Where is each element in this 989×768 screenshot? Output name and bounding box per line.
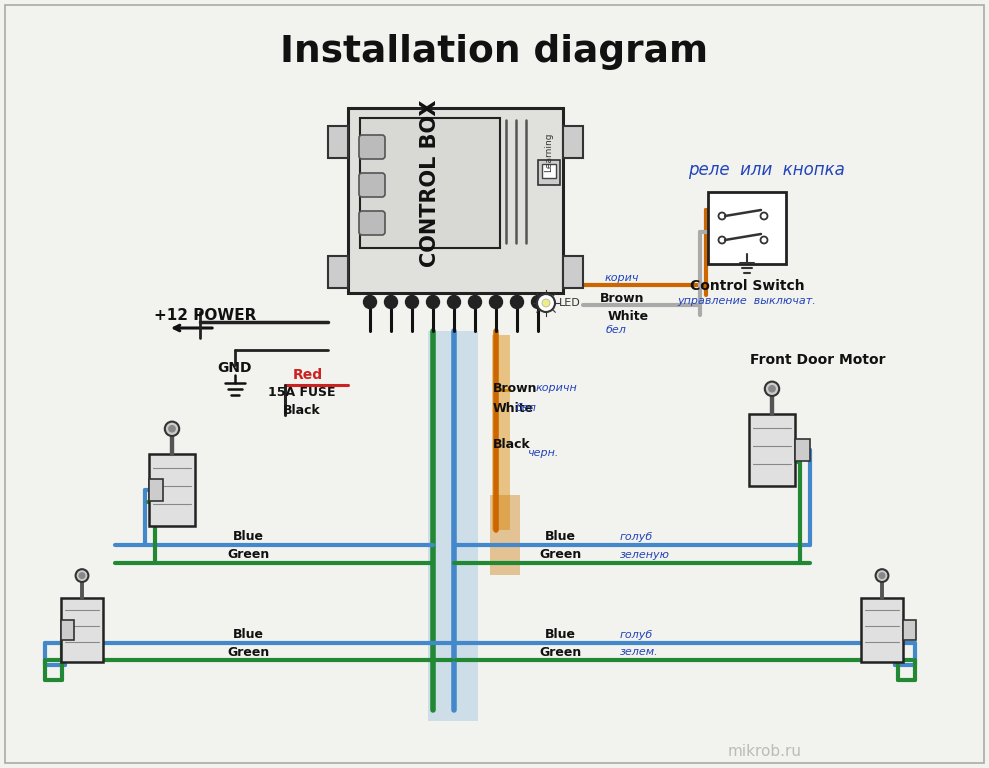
FancyBboxPatch shape: [428, 331, 478, 721]
FancyBboxPatch shape: [360, 118, 500, 248]
FancyBboxPatch shape: [61, 621, 74, 640]
Text: Black: Black: [283, 403, 320, 416]
FancyBboxPatch shape: [708, 192, 786, 264]
FancyBboxPatch shape: [359, 173, 385, 197]
FancyBboxPatch shape: [542, 164, 556, 178]
Circle shape: [718, 237, 726, 243]
Text: Learning: Learning: [545, 132, 554, 172]
FancyBboxPatch shape: [61, 598, 103, 662]
Circle shape: [718, 213, 726, 220]
FancyBboxPatch shape: [148, 454, 196, 526]
Circle shape: [469, 296, 482, 309]
Text: Brown: Brown: [600, 292, 645, 304]
Text: Blue: Blue: [232, 628, 263, 641]
Text: GND: GND: [218, 361, 252, 375]
FancyBboxPatch shape: [538, 160, 560, 185]
Circle shape: [75, 569, 88, 582]
Circle shape: [510, 296, 523, 309]
FancyBboxPatch shape: [148, 479, 163, 501]
Circle shape: [165, 422, 179, 436]
FancyBboxPatch shape: [5, 5, 984, 763]
FancyBboxPatch shape: [492, 335, 510, 530]
Circle shape: [447, 296, 461, 309]
Text: Green: Green: [226, 548, 269, 561]
Text: бел: бел: [606, 325, 627, 335]
Text: Blue: Blue: [232, 531, 263, 544]
FancyBboxPatch shape: [490, 495, 520, 575]
Text: Green: Green: [226, 645, 269, 658]
Text: Red: Red: [293, 368, 323, 382]
Text: Green: Green: [539, 645, 582, 658]
Circle shape: [79, 573, 85, 578]
FancyBboxPatch shape: [328, 256, 348, 288]
Circle shape: [405, 296, 418, 309]
Circle shape: [542, 299, 550, 307]
Circle shape: [385, 296, 398, 309]
FancyBboxPatch shape: [795, 439, 810, 461]
Circle shape: [764, 382, 779, 396]
FancyBboxPatch shape: [348, 108, 563, 293]
Circle shape: [879, 573, 885, 578]
FancyBboxPatch shape: [749, 414, 795, 486]
Circle shape: [531, 296, 545, 309]
Text: коричн: коричн: [536, 383, 578, 393]
FancyBboxPatch shape: [563, 256, 583, 288]
Text: реле  или  кнопка: реле или кнопка: [688, 161, 845, 179]
Text: CONTROL BOX: CONTROL BOX: [420, 99, 440, 266]
FancyBboxPatch shape: [861, 598, 903, 662]
FancyBboxPatch shape: [328, 126, 348, 158]
Text: +12 POWER: +12 POWER: [154, 307, 256, 323]
Text: зеленую: зеленую: [620, 550, 670, 560]
FancyBboxPatch shape: [359, 135, 385, 159]
Circle shape: [364, 296, 377, 309]
Text: 15A FUSE: 15A FUSE: [268, 386, 335, 399]
Circle shape: [426, 296, 439, 309]
Text: управление  выключат.: управление выключат.: [677, 296, 816, 306]
Text: Black: Black: [493, 439, 531, 452]
Circle shape: [169, 425, 175, 432]
Text: зелем.: зелем.: [620, 647, 659, 657]
FancyBboxPatch shape: [563, 126, 583, 158]
Text: Blue: Blue: [545, 531, 576, 544]
Text: голуб: голуб: [620, 532, 654, 542]
Text: Front Door Motor: Front Door Motor: [750, 353, 885, 367]
Text: mikrob.ru: mikrob.ru: [728, 744, 802, 760]
Circle shape: [761, 237, 767, 243]
Text: White: White: [608, 310, 649, 323]
Text: корич: корич: [605, 273, 640, 283]
Text: бел: бел: [516, 403, 537, 413]
FancyBboxPatch shape: [359, 211, 385, 235]
Circle shape: [761, 213, 767, 220]
Circle shape: [768, 386, 775, 392]
Circle shape: [490, 296, 502, 309]
Text: Blue: Blue: [545, 628, 576, 641]
Text: Brown: Brown: [493, 382, 537, 395]
FancyBboxPatch shape: [903, 621, 916, 640]
Circle shape: [537, 294, 555, 312]
Text: LED: LED: [559, 298, 581, 308]
Circle shape: [875, 569, 888, 582]
Text: White: White: [493, 402, 534, 415]
Text: Installation diagram: Installation diagram: [280, 34, 708, 70]
Text: Control Switch: Control Switch: [689, 279, 804, 293]
Text: голуб: голуб: [620, 630, 654, 640]
Text: черн.: черн.: [528, 448, 560, 458]
Text: Green: Green: [539, 548, 582, 561]
